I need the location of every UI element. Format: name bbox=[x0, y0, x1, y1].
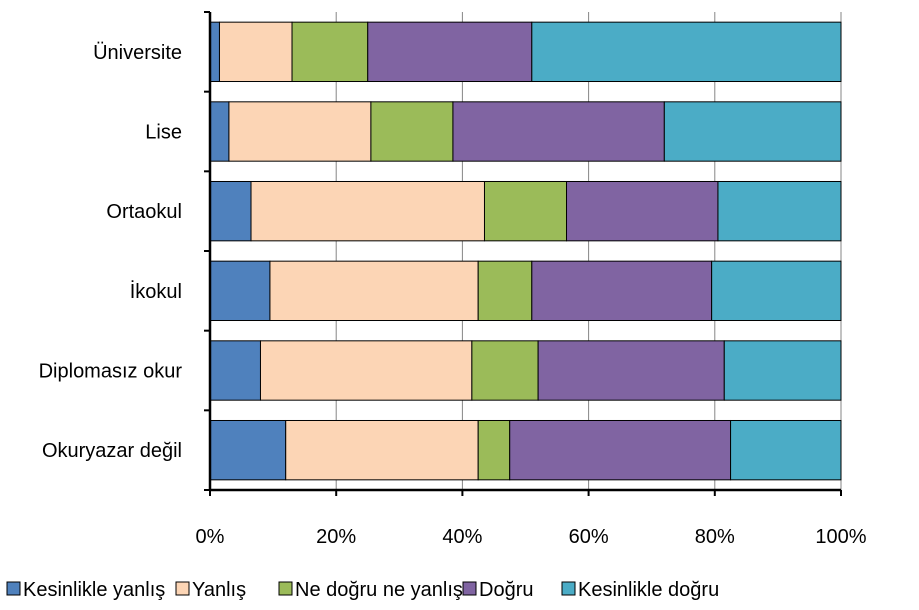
legend-swatch bbox=[462, 581, 477, 596]
legend-label: Kesinlikle yanlış bbox=[23, 579, 165, 601]
bar-segment bbox=[531, 260, 713, 322]
bar-segment bbox=[531, 21, 842, 83]
bar-segment bbox=[291, 21, 369, 83]
bar-segment bbox=[483, 180, 568, 242]
bar-segment bbox=[285, 419, 479, 481]
legend-swatch bbox=[561, 581, 576, 596]
x-tick-label: 20% bbox=[316, 526, 356, 548]
x-tick-label: 80% bbox=[695, 526, 735, 548]
bar-segment bbox=[663, 101, 842, 162]
bar-segment bbox=[209, 101, 230, 162]
category-label: Ortaokul bbox=[106, 201, 182, 223]
x-tick-label: 40% bbox=[442, 526, 482, 548]
category-label: İkokul bbox=[130, 280, 182, 303]
legend-label: Yanlış bbox=[192, 579, 246, 601]
axes bbox=[204, 11, 842, 496]
bar-segment bbox=[209, 419, 287, 481]
legend-swatch bbox=[6, 581, 21, 596]
bar-segment bbox=[711, 260, 842, 322]
bar-segment bbox=[566, 180, 719, 242]
legend-swatch bbox=[278, 581, 293, 596]
bar-segment bbox=[269, 260, 479, 322]
legend: Kesinlikle yanlış Yanlış Ne doğru ne yanlı… bbox=[6, 579, 719, 601]
bar-segment bbox=[209, 340, 261, 401]
bar-segment bbox=[228, 101, 372, 162]
gridlines bbox=[335, 12, 842, 490]
bar-segment bbox=[452, 101, 665, 162]
bar-segment bbox=[717, 180, 842, 242]
x-tick-label: 100% bbox=[815, 526, 866, 548]
axis-labels: 0% 20% 40% 60% 80% 100% Okuryazar değil Diploma… bbox=[39, 42, 867, 548]
bar-segment bbox=[209, 180, 252, 242]
legend-label: Kesinlikle doğru bbox=[578, 579, 719, 601]
x-tick-label: 0% bbox=[196, 526, 225, 548]
bar-segment bbox=[723, 340, 842, 401]
category-label: Diplomasız okur bbox=[39, 361, 183, 383]
bar-segment bbox=[370, 101, 454, 162]
bar-segment bbox=[218, 21, 293, 83]
bar-segment bbox=[367, 21, 533, 83]
category-label: Okuryazar değil bbox=[42, 440, 182, 462]
legend-swatch bbox=[175, 581, 190, 596]
bars bbox=[209, 21, 842, 481]
bar-segment bbox=[209, 21, 220, 83]
bar-segment bbox=[477, 419, 511, 481]
legend-label: Doğru bbox=[479, 579, 533, 601]
bar-segment bbox=[537, 340, 725, 401]
category-label: Lise bbox=[145, 122, 182, 144]
legend-label: Ne doğru ne yanlış bbox=[295, 579, 463, 601]
bar-segment bbox=[477, 260, 533, 322]
bar-segment bbox=[209, 260, 271, 322]
bar-segment bbox=[730, 419, 842, 481]
bar-segment bbox=[250, 180, 485, 242]
category-label: Üniversite bbox=[93, 42, 182, 64]
bar-segment bbox=[471, 340, 539, 401]
bar-segment bbox=[509, 419, 732, 481]
x-tick-label: 60% bbox=[569, 526, 609, 548]
bar-segment bbox=[259, 340, 473, 401]
